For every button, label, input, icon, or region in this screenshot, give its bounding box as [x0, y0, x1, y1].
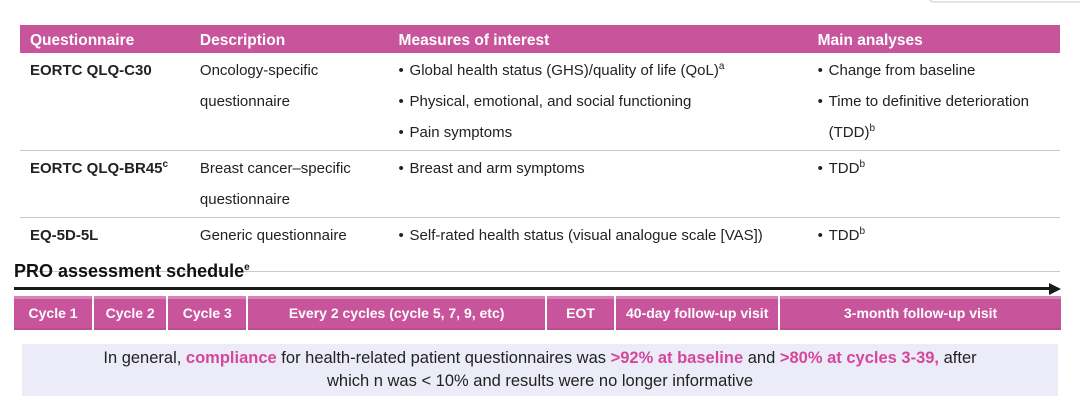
- cropped-control-remnant: [928, 0, 1080, 3]
- footnote-marker: e: [244, 262, 250, 273]
- list-item-text: TDD: [828, 160, 860, 177]
- questionnaire-name-text: EQ-5D-5L: [30, 227, 99, 244]
- footnote-marker: b: [859, 159, 866, 170]
- col-header-measures: Measures of interest: [398, 32, 550, 49]
- list-item: Pain symptoms: [399, 117, 818, 148]
- list-item-text: Breast and arm symptoms: [409, 160, 585, 177]
- list-item: TDDb: [818, 220, 1060, 251]
- table-header-row: Questionnaire Description Measures of in…: [20, 25, 1060, 53]
- list-item-text: Self-rated health status (visual analogu…: [409, 227, 763, 244]
- footnote-marker: a: [718, 61, 725, 72]
- analyses-cell: TDDb: [818, 218, 1060, 271]
- list-item-text: Global health status (GHS)/quality of li…: [409, 62, 719, 79]
- list-item-text: Change from baseline: [828, 62, 976, 79]
- list-item: Time to definitive deterioration (TDD)b: [818, 86, 1060, 148]
- schedule-segment-cycle2: Cycle 2: [94, 296, 167, 330]
- compliance-note: In general, compliance for health-relate…: [22, 344, 1058, 396]
- schedule-segment-eot: EOT: [546, 296, 615, 330]
- schedule-title: PRO assessment schedulee: [14, 261, 250, 282]
- timeline-arrow: [14, 282, 1061, 295]
- questionnaire-name: EQ-5D-5L: [20, 218, 200, 271]
- col-header-questionnaire: Questionnaire: [30, 32, 135, 49]
- schedule-segment-every2cycles: Every 2 cycles (cycle 5, 7, 9, etc): [248, 296, 545, 330]
- questionnaire-description: Breast cancer–specific questionnaire: [199, 160, 351, 208]
- col-header-description: Description: [199, 32, 286, 49]
- list-item-text: Pain symptoms: [409, 124, 513, 141]
- analyses-cell: TDDb: [818, 151, 1060, 217]
- questionnaire-name: EORTC QLQ-C30: [20, 53, 200, 150]
- note-highlight: >80% at cycles 3-39,: [779, 349, 940, 367]
- analyses-cell: Change from baseline Time to definitive …: [818, 53, 1060, 150]
- schedule-segment-cycle1: Cycle 1: [14, 296, 93, 330]
- schedule-segment-40day-followup: 40-day follow-up visit: [616, 296, 779, 330]
- table-row: EORTC QLQ-C30 Oncology-specific question…: [20, 53, 1060, 151]
- list-item: Self-rated health status (visual analogu…: [399, 220, 818, 251]
- note-highlight: compliance: [185, 349, 277, 367]
- measures-cell: Breast and arm symptoms: [399, 151, 818, 217]
- list-item-text: Physical, emotional, and social function…: [409, 93, 692, 110]
- questionnaire-name: EORTC QLQ-BR45c: [20, 151, 200, 217]
- footnote-marker: b: [869, 123, 876, 134]
- analyses-list: Change from baseline Time to definitive …: [818, 55, 1060, 148]
- list-item-text: TDD: [828, 227, 860, 244]
- analyses-list: TDDb: [818, 220, 1060, 251]
- measures-list: Self-rated health status (visual analogu…: [399, 220, 818, 251]
- questionnaire-name-text: EORTC QLQ-C30: [30, 62, 152, 79]
- table-row: EORTC QLQ-BR45c Breast cancer–specific q…: [20, 151, 1060, 218]
- measures-list: Global health status (GHS)/quality of li…: [399, 55, 818, 148]
- questionnaire-table: Questionnaire Description Measures of in…: [20, 25, 1060, 272]
- note-highlight: >92% at baseline: [610, 349, 744, 367]
- note-text: In general,: [103, 349, 186, 367]
- list-item: Physical, emotional, and social function…: [399, 86, 818, 117]
- note-text: for health-related patient questionnaire…: [276, 349, 611, 367]
- measures-cell: Self-rated health status (visual analogu…: [399, 218, 818, 271]
- footnote-marker: c: [162, 159, 169, 170]
- list-item: TDDb: [818, 153, 1060, 184]
- col-header-analyses: Main analyses: [817, 32, 923, 49]
- note-text: after: [939, 349, 977, 367]
- questionnaire-description: Oncology-specific questionnaire: [199, 62, 319, 110]
- list-item: Breast and arm symptoms: [399, 153, 818, 184]
- analyses-list: TDDb: [818, 153, 1060, 184]
- measures-list: Breast and arm symptoms: [399, 153, 818, 184]
- footnote-marker: b: [859, 226, 866, 237]
- note-text: and: [743, 349, 780, 367]
- table-row: EQ-5D-5L Generic questionnaire Self-rate…: [20, 218, 1060, 272]
- schedule-title-text: PRO assessment schedule: [14, 261, 245, 281]
- questionnaire-description: Generic questionnaire: [199, 227, 347, 244]
- schedule-bar: Cycle 1 Cycle 2 Cycle 3 Every 2 cycles (…: [14, 296, 1061, 330]
- questionnaire-name-text: EORTC QLQ-BR45: [30, 160, 163, 177]
- measures-cell: Global health status (GHS)/quality of li…: [399, 53, 818, 150]
- list-item: Global health status (GHS)/quality of li…: [399, 55, 818, 86]
- note-text: which n was < 10% and results were no lo…: [326, 372, 753, 390]
- schedule-segment-cycle3: Cycle 3: [168, 296, 247, 330]
- list-item-text: Time to definitive deterioration (TDD): [828, 93, 1030, 141]
- list-item: Change from baseline: [818, 55, 1060, 86]
- schedule-segment-3month-followup: 3-month follow-up visit: [780, 296, 1061, 330]
